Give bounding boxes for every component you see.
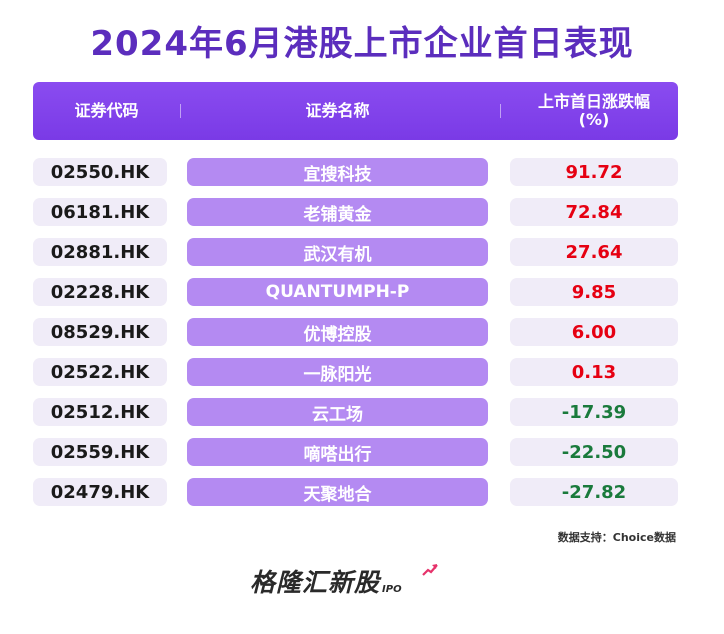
cell-change: 6.00: [510, 318, 678, 346]
header-code: 证券代码: [74, 101, 139, 120]
header-divider: [180, 104, 181, 118]
cell-change: 9.85: [510, 278, 678, 306]
brand-logo: 格隆汇新股 IPO: [250, 559, 438, 599]
cell-code: 02881.HK: [33, 238, 167, 266]
table-row: 02479.HK 天聚地合 -27.82: [0, 478, 724, 506]
cell-name: 一脉阳光: [187, 358, 488, 386]
cell-change: 0.13: [510, 358, 678, 386]
table-row: 02228.HK QUANTUMPH-P 9.85: [0, 278, 724, 306]
cell-name: 天聚地合: [187, 478, 488, 506]
table-row: 02550.HK 宜搜科技 91.72: [0, 158, 724, 186]
cell-code: 02228.HK: [33, 278, 167, 306]
cell-change: -27.82: [510, 478, 678, 506]
cell-change: -22.50: [510, 438, 678, 466]
header-divider: [500, 104, 501, 118]
table-row: 06181.HK 老铺黄金 72.84: [0, 198, 724, 226]
cell-code: 02550.HK: [33, 158, 167, 186]
header-name: 证券名称: [305, 101, 370, 120]
cell-name: 优博控股: [187, 318, 488, 346]
page-title: 2024年6月港股上市企业首日表现: [90, 24, 634, 64]
cell-name: 嘀嗒出行: [187, 438, 488, 466]
table-row: 02512.HK 云工场 -17.39: [0, 398, 724, 426]
table-row: 02522.HK 一脉阳光 0.13: [0, 358, 724, 386]
cell-name: 老铺黄金: [187, 198, 488, 226]
table-header: 证券代码 证券名称 上市首日涨跌幅 (%): [33, 82, 678, 140]
table-row: 02881.HK 武汉有机 27.64: [0, 238, 724, 266]
cell-name: 宜搜科技: [187, 158, 488, 186]
cell-change: -17.39: [510, 398, 678, 426]
cell-name: 云工场: [187, 398, 488, 426]
cell-code: 02522.HK: [33, 358, 167, 386]
cell-name: QUANTUMPH-P: [187, 278, 488, 306]
cell-code: 08529.HK: [33, 318, 167, 346]
cell-code: 02559.HK: [33, 438, 167, 466]
logo-text: 格隆汇新股: [250, 568, 381, 597]
table-row: 02559.HK 嘀嗒出行 -22.50: [0, 438, 724, 466]
cell-name: 武汉有机: [187, 238, 488, 266]
cell-change: 91.72: [510, 158, 678, 186]
table-row: 08529.HK 优博控股 6.00: [0, 318, 724, 346]
cell-code: 06181.HK: [33, 198, 167, 226]
header-change: 上市首日涨跌幅 (%): [537, 92, 650, 129]
cell-change: 72.84: [510, 198, 678, 226]
cell-code: 02512.HK: [33, 398, 167, 426]
cell-change: 27.64: [510, 238, 678, 266]
logo-sub: IPO: [382, 584, 402, 595]
data-source: 数据支持：Choice数据: [557, 531, 676, 544]
cell-code: 02479.HK: [33, 478, 167, 506]
trend-arrow-icon: [422, 564, 438, 576]
